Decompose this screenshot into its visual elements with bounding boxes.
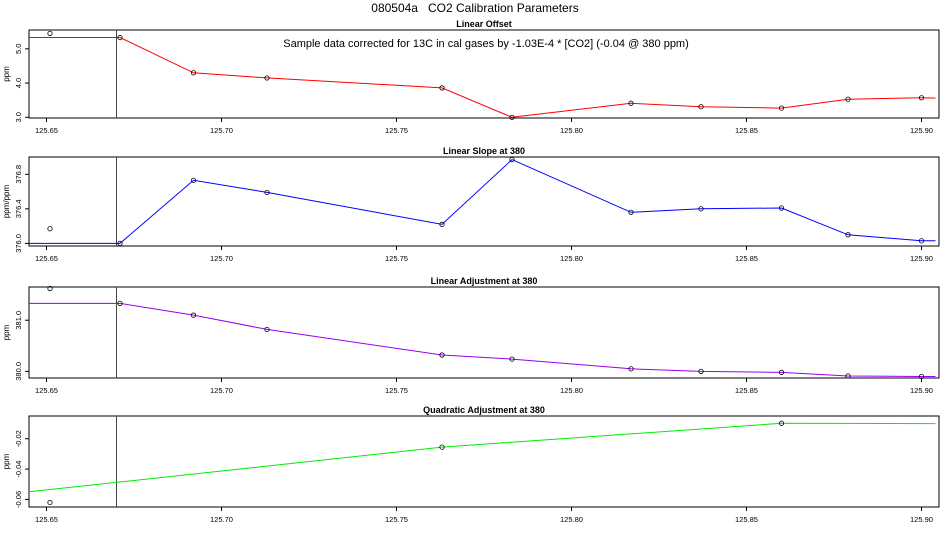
data-point [778, 369, 785, 375]
data-point [698, 368, 704, 374]
x-tick-label: 125.85 [735, 254, 758, 263]
x-tick-label: 125.80 [560, 515, 583, 524]
data-point [264, 189, 270, 196]
panel-annotation: Sample data corrected for 13C in cal gas… [283, 38, 689, 50]
series-line [29, 302, 936, 377]
y-tick-label: 3.0 [14, 112, 23, 122]
y-tick-label: -0.02 [14, 430, 23, 447]
data-point [509, 356, 515, 362]
y-tick-label: -0.06 [14, 491, 23, 508]
panel-title: Linear Slope at 380 [443, 146, 525, 156]
panel-title: Quadratic Adjustment at 380 [423, 405, 545, 415]
series-line [29, 37, 936, 118]
outlier-point [47, 285, 53, 292]
x-tick-label: 125.70 [210, 386, 233, 395]
data-point [190, 312, 197, 318]
y-tick-label: 376.4 [14, 199, 23, 218]
x-tick-label: 125.65 [35, 386, 58, 395]
y-tick-label: 4.0 [14, 78, 23, 88]
data-point [628, 100, 634, 106]
y-tick-label: 381.0 [14, 311, 23, 330]
data-point [439, 444, 445, 450]
data-point [698, 206, 704, 212]
y-axis-title: ppm/ppm [2, 184, 11, 218]
x-tick-label: 125.65 [35, 254, 58, 263]
x-tick-label: 125.90 [910, 515, 933, 524]
data-point [918, 95, 925, 101]
chart-panel-3: Linear Adjustment at 380 125.65 125.70 125.… [2, 276, 940, 395]
x-tick-label: 125.85 [735, 515, 758, 524]
x-tick-label: 125.90 [910, 254, 933, 263]
x-tick-label: 125.80 [560, 126, 583, 135]
data-point [918, 373, 925, 380]
y-tick-label: 376.8 [14, 165, 23, 184]
chart-panel-4: Quadratic Adjustment at 380 125.65 125.70 1… [2, 405, 940, 524]
x-tick-label: 125.70 [210, 515, 233, 524]
data-point [778, 420, 785, 426]
outlier-point [47, 226, 53, 232]
series-line [29, 159, 936, 244]
data-point [778, 205, 785, 211]
chart-panel-1: Linear Offset 125.65 125.70 125.75 125.80 125… [2, 19, 940, 135]
x-tick-label: 125.65 [35, 515, 58, 524]
x-tick-label: 125.85 [735, 126, 758, 135]
data-point [509, 156, 515, 163]
data-point [439, 85, 445, 91]
x-tick-label: 125.70 [210, 254, 233, 263]
data-point [918, 238, 925, 244]
data-point [264, 75, 270, 81]
x-tick-label: 125.75 [385, 126, 408, 135]
panel-title: Linear Offset [456, 19, 512, 29]
chart-main-title: 080504a CO2 Calibration Parameters [371, 1, 579, 15]
x-tick-label: 125.85 [735, 386, 758, 395]
data-point [439, 352, 445, 358]
data-point [117, 300, 123, 306]
data-point [628, 366, 634, 372]
y-axis-title: ppm [2, 453, 11, 469]
outlier-point [47, 499, 53, 506]
data-point [845, 373, 851, 379]
x-tick-label: 125.90 [910, 386, 933, 395]
y-tick-label: -0.04 [14, 461, 23, 478]
y-tick-label: 380.0 [14, 362, 23, 381]
y-axis-title: ppm [2, 324, 11, 340]
plot-frame [28, 415, 940, 508]
plot-frame [28, 29, 940, 119]
data-point [628, 209, 634, 215]
data-point [845, 232, 851, 238]
plot-frame [28, 286, 940, 379]
y-axis-title: ppm [2, 66, 11, 82]
plot-frame [28, 156, 940, 247]
series-line [28, 422, 936, 493]
x-tick-label: 125.75 [385, 254, 408, 263]
data-point [117, 240, 123, 247]
y-tick-label: 5.0 [14, 44, 23, 54]
data-point [439, 221, 445, 227]
x-tick-label: 125.80 [560, 386, 583, 395]
data-point [117, 34, 123, 41]
x-tick-label: 125.90 [910, 126, 933, 135]
data-point [190, 177, 197, 183]
x-tick-label: 125.75 [385, 515, 408, 524]
data-point [845, 96, 851, 102]
x-tick-label: 125.75 [385, 386, 408, 395]
data-point [190, 70, 197, 76]
panel-title: Linear Adjustment at 380 [431, 276, 538, 286]
x-tick-label: 125.80 [560, 254, 583, 263]
x-tick-label: 125.70 [210, 126, 233, 135]
chart-panel-2: Linear Slope at 380 125.65 125.70 125.75 125… [2, 146, 940, 263]
y-tick-label: 376.0 [14, 234, 23, 253]
x-tick-label: 125.65 [35, 126, 58, 135]
data-point [698, 104, 704, 110]
data-point [509, 114, 515, 120]
data-point [264, 326, 270, 333]
outlier-point [47, 30, 53, 37]
data-point [778, 105, 785, 111]
